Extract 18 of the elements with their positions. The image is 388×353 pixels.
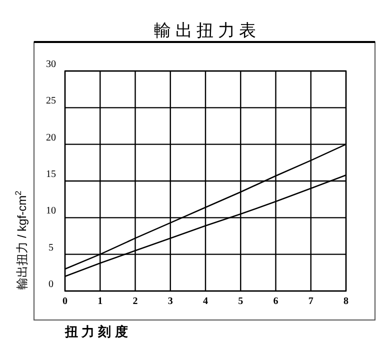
x-tick-label: 3 xyxy=(168,296,173,307)
x-tick-label: 1 xyxy=(98,296,103,307)
x-tick-label: 4 xyxy=(203,296,208,307)
y-tick-label: 15 xyxy=(46,169,56,180)
x-axis-title: 扭 力 刻 度 xyxy=(64,324,128,339)
y-tick-label: 30 xyxy=(46,59,56,70)
x-tick-label: 2 xyxy=(132,296,138,307)
x-tick-label: 6 xyxy=(273,296,278,307)
chart-title: 輸 出 扭 力 表 xyxy=(154,21,256,40)
y-tick-label: 5 xyxy=(48,242,54,254)
x-tick-label: 0 xyxy=(62,296,68,307)
x-tick-label: 7 xyxy=(308,296,314,307)
y-tick-label: 10 xyxy=(46,206,56,217)
y-tick-label: 0 xyxy=(48,279,54,290)
x-tick-label: 8 xyxy=(344,296,348,307)
y-tick-label: 20 xyxy=(46,132,56,144)
y-tick-label: 25 xyxy=(46,96,56,107)
x-tick-label: 5 xyxy=(238,296,244,307)
